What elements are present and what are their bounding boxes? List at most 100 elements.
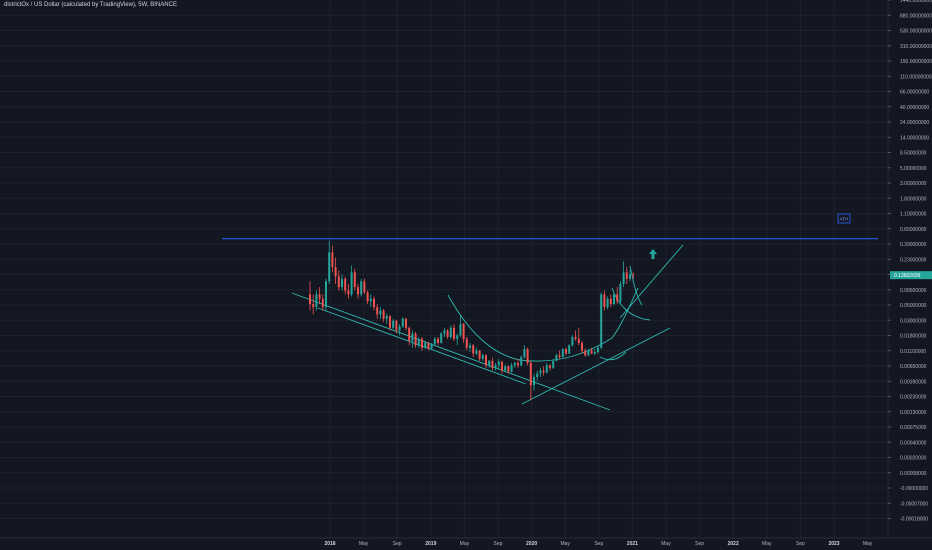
up-arrow-shape [649, 249, 657, 259]
candle-body [363, 281, 366, 293]
candle [398, 324, 401, 336]
ascending-trendline[interactable] [521, 327, 671, 405]
candle-body [440, 333, 443, 343]
candle [389, 315, 391, 331]
candle [523, 345, 526, 359]
candle [309, 281, 311, 311]
candle [597, 345, 599, 354]
candle-body [584, 350, 587, 356]
candle [421, 336, 423, 351]
candle-body [350, 272, 353, 295]
candle-body [421, 338, 423, 348]
price-tick-label: -0.00007000 [900, 501, 928, 507]
candle [545, 362, 548, 374]
up-arrow-icon[interactable] [649, 249, 657, 259]
overlay-layer: 0.13602699 [890, 271, 932, 280]
candle [443, 327, 446, 337]
candle-body [347, 290, 350, 295]
candle [360, 278, 363, 297]
price-tick-label: 40.00000000 [900, 105, 929, 111]
candle [542, 366, 545, 376]
price-axis[interactable]: 1440.00000000 880.00000000 530.00000000 310… [887, 0, 932, 538]
candle-body [469, 345, 471, 348]
candle-body [459, 324, 462, 336]
candle-body [328, 252, 331, 282]
candle [395, 319, 398, 334]
price-tick-label: 0.00040000 [900, 440, 927, 446]
time-tick-label: Sep [796, 541, 805, 547]
ath-label-box[interactable] [837, 213, 851, 224]
candle-body [568, 345, 571, 354]
price-tick-label: 0.00650000 [900, 364, 927, 370]
candle [504, 364, 507, 373]
candle-body [513, 362, 516, 366]
candle [507, 365, 510, 374]
candle-body [629, 274, 631, 279]
wave-curve[interactable] [629, 265, 643, 306]
candle [526, 347, 529, 366]
candle [325, 278, 327, 311]
candle [581, 340, 583, 354]
candle [491, 357, 494, 371]
cup-curve[interactable] [447, 287, 639, 362]
candle-body [408, 327, 411, 341]
candle-body [318, 294, 321, 299]
price-tick-label: 24.00000000 [900, 120, 929, 126]
candle-body [462, 324, 465, 339]
candle-body [565, 349, 567, 354]
candle [350, 265, 353, 297]
candle [405, 317, 407, 331]
candle-body [369, 298, 372, 302]
candle [629, 269, 631, 282]
ascending-trendline-steep[interactable] [619, 244, 684, 319]
candle [510, 362, 513, 373]
candle-body [520, 356, 523, 366]
price-tick-label: 14.00000000 [900, 135, 929, 141]
candle-body [574, 336, 577, 339]
price-tick-label: 0.00075000 [900, 425, 927, 431]
handle-curve-upper[interactable] [611, 287, 651, 321]
candle [584, 348, 587, 357]
ath-label: ATH [840, 217, 849, 222]
candle [552, 358, 555, 369]
candle [449, 325, 452, 339]
time-axis[interactable]: 2018 May Sep 2019 May Sep 2020 May Sep 2021 May Sep… [0, 537, 932, 547]
time-tick-label: May [560, 541, 570, 547]
candle-body [456, 335, 459, 339]
candle-body [616, 294, 619, 302]
candle-body [405, 318, 407, 328]
candle [475, 347, 478, 356]
price-tick-label: 0.01100000 [900, 349, 926, 355]
candle-body [376, 307, 379, 315]
candle-body [577, 338, 580, 343]
candle-body [373, 298, 375, 308]
candle [481, 353, 484, 361]
time-tick-label: 2020 [526, 541, 537, 547]
time-tick-label: Sep [393, 541, 402, 547]
price-tick-label: 110.00000000 [900, 74, 932, 80]
price-tick-label: 0.23000000 [900, 257, 927, 263]
candle-body [593, 352, 596, 354]
candle-body [542, 370, 545, 373]
candle-body [401, 318, 404, 327]
price-tick-label: 3.00000000 [900, 181, 927, 187]
candle-layer [309, 240, 635, 401]
candle-body [491, 360, 494, 368]
candle [606, 296, 609, 310]
price-tick-label: 880.00000000 [900, 13, 932, 19]
time-tick-label: Sep [494, 541, 503, 547]
candle-body [424, 342, 427, 348]
price-tick-label: 530.00000000 [900, 29, 932, 35]
time-tick-label: May [762, 541, 772, 547]
candle [408, 326, 411, 346]
price-tick-label: 66.00000000 [900, 90, 929, 96]
handle-curve-lower[interactable] [599, 351, 627, 361]
price-tick-label: 0.39000000 [900, 242, 927, 248]
drawing-layer[interactable]: ATH [222, 213, 878, 411]
candle-body [411, 333, 414, 341]
price-tick-label: 1440.00000000 [900, 0, 932, 4]
descending-trendline-upper[interactable] [291, 292, 611, 411]
candle [414, 332, 417, 348]
candle-body [504, 366, 507, 371]
